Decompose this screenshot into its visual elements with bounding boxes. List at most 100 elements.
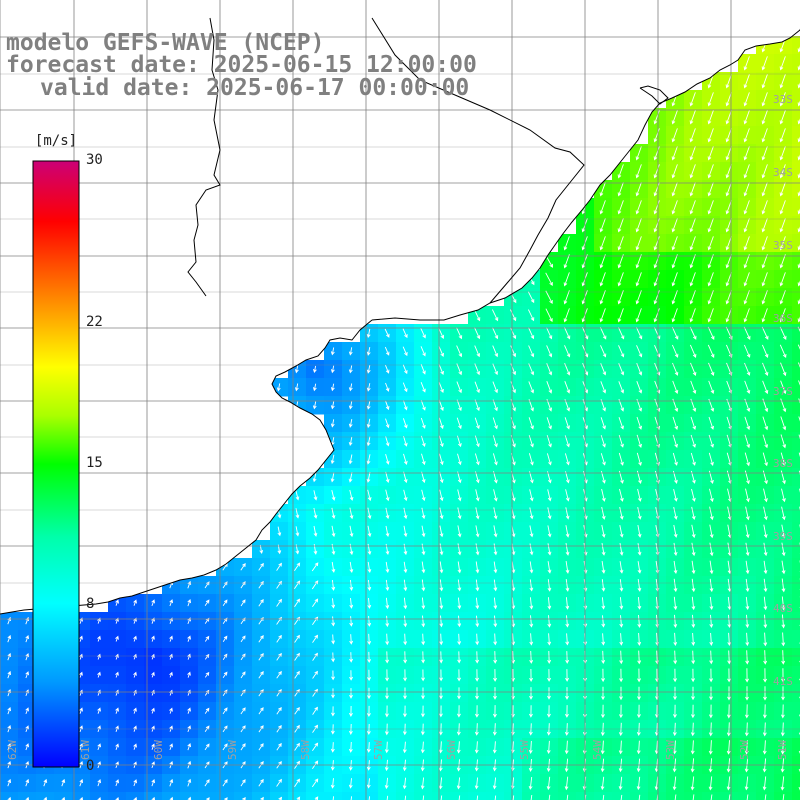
wind-arrow [600, 453, 606, 466]
wind-arrow [745, 668, 749, 683]
wind-arrow [547, 525, 552, 538]
speed-cell [792, 774, 800, 793]
wind-arrow [635, 236, 642, 251]
wind-arrow [763, 578, 768, 593]
wind-arrow [636, 345, 643, 358]
wind-arrow [529, 705, 533, 718]
wind-arrow [635, 272, 642, 287]
wind-arrow [475, 489, 480, 502]
wind-arrow [276, 778, 282, 787]
wind-arrow [653, 236, 660, 251]
wind-arrow [690, 416, 697, 430]
wind-arrow [349, 705, 353, 717]
wind-arrow [493, 507, 498, 520]
wind-arrow [313, 490, 318, 501]
wind-arrow [743, 92, 750, 107]
wind-arrow [707, 146, 714, 161]
wind-arrow [493, 687, 497, 700]
wind-arrow [529, 507, 534, 520]
wind-arrow [403, 705, 407, 718]
wind-arrow [763, 596, 768, 611]
wind-arrow [151, 635, 155, 642]
speed-cell [792, 54, 800, 73]
wind-arrow [547, 543, 552, 556]
wind-arrow [366, 365, 371, 374]
wind-arrow [763, 488, 768, 503]
wind-arrow [529, 687, 533, 700]
wind-arrow [689, 326, 697, 340]
wind-arrow [673, 704, 677, 719]
wind-arrow [638, 794, 641, 800]
speed-cell [792, 180, 800, 199]
wind-arrow [474, 417, 480, 430]
wind-arrow [761, 308, 768, 323]
model-title: modelo GEFS-WAVE (NCEP) [6, 30, 325, 56]
wind-arrow [761, 164, 768, 179]
wind-arrow [584, 794, 587, 800]
wind-arrow [797, 208, 800, 215]
wind-arrow [743, 344, 751, 358]
wind-arrow [367, 597, 372, 609]
wind-arrow [97, 635, 101, 642]
speed-cell [126, 792, 145, 800]
wind-arrow [743, 326, 751, 340]
wind-arrow [689, 200, 696, 215]
wind-arrow [745, 686, 749, 701]
wind-arrow [528, 381, 535, 394]
wind-arrow [761, 326, 769, 340]
latitude-label: 33S [773, 93, 793, 106]
wind-arrow [601, 524, 606, 538]
wind-arrow [565, 669, 569, 682]
wind-arrow [420, 328, 426, 339]
wind-arrow [348, 741, 353, 753]
wind-arrow [707, 164, 714, 179]
wind-arrow [529, 633, 534, 646]
wind-arrow [331, 652, 336, 663]
wind-arrow [691, 578, 696, 593]
wind-arrow [294, 598, 301, 607]
wind-arrow [563, 272, 570, 287]
wind-arrow [689, 182, 696, 197]
wind-arrow [709, 524, 714, 539]
wind-arrow [779, 92, 786, 107]
wind-arrow [619, 525, 624, 538]
wind-arrow [689, 236, 696, 251]
wind-arrow [367, 561, 372, 574]
speed-cell [324, 792, 343, 800]
wind-arrow [115, 797, 119, 800]
wind-arrow [366, 383, 371, 392]
wind-arrow [492, 381, 498, 394]
wind-arrow [709, 542, 714, 557]
wind-arrow [475, 507, 480, 520]
wind-arrow [689, 92, 696, 107]
wind-arrow [673, 668, 677, 683]
wind-arrow [762, 416, 769, 431]
wind-arrow [151, 671, 155, 678]
wind-arrow [762, 380, 769, 395]
wind-arrow [240, 779, 246, 787]
wind-arrow [779, 164, 786, 179]
speed-cell [90, 792, 109, 800]
wind-arrow [349, 507, 354, 520]
wind-arrow [384, 777, 389, 790]
wind-arrow [386, 795, 389, 800]
speed-cell [792, 504, 800, 523]
wind-arrow [385, 651, 390, 664]
wind-arrow [745, 650, 750, 665]
speed-cell [792, 144, 800, 163]
wind-arrow [691, 632, 696, 646]
wind-arrow [671, 128, 678, 143]
wind-arrow [296, 796, 301, 800]
longitude-label: 53W [664, 740, 677, 760]
wind-arrow [115, 707, 119, 714]
wind-arrow [528, 740, 533, 754]
wind-arrow [402, 364, 408, 375]
wind-arrow [350, 796, 353, 800]
wind-arrow [709, 560, 714, 575]
wind-arrow [492, 435, 498, 448]
wind-arrow [761, 110, 768, 125]
wind-arrow [420, 364, 426, 375]
wind-arrow [529, 650, 534, 664]
wind-arrow [367, 705, 371, 718]
wind-arrow [366, 347, 371, 356]
